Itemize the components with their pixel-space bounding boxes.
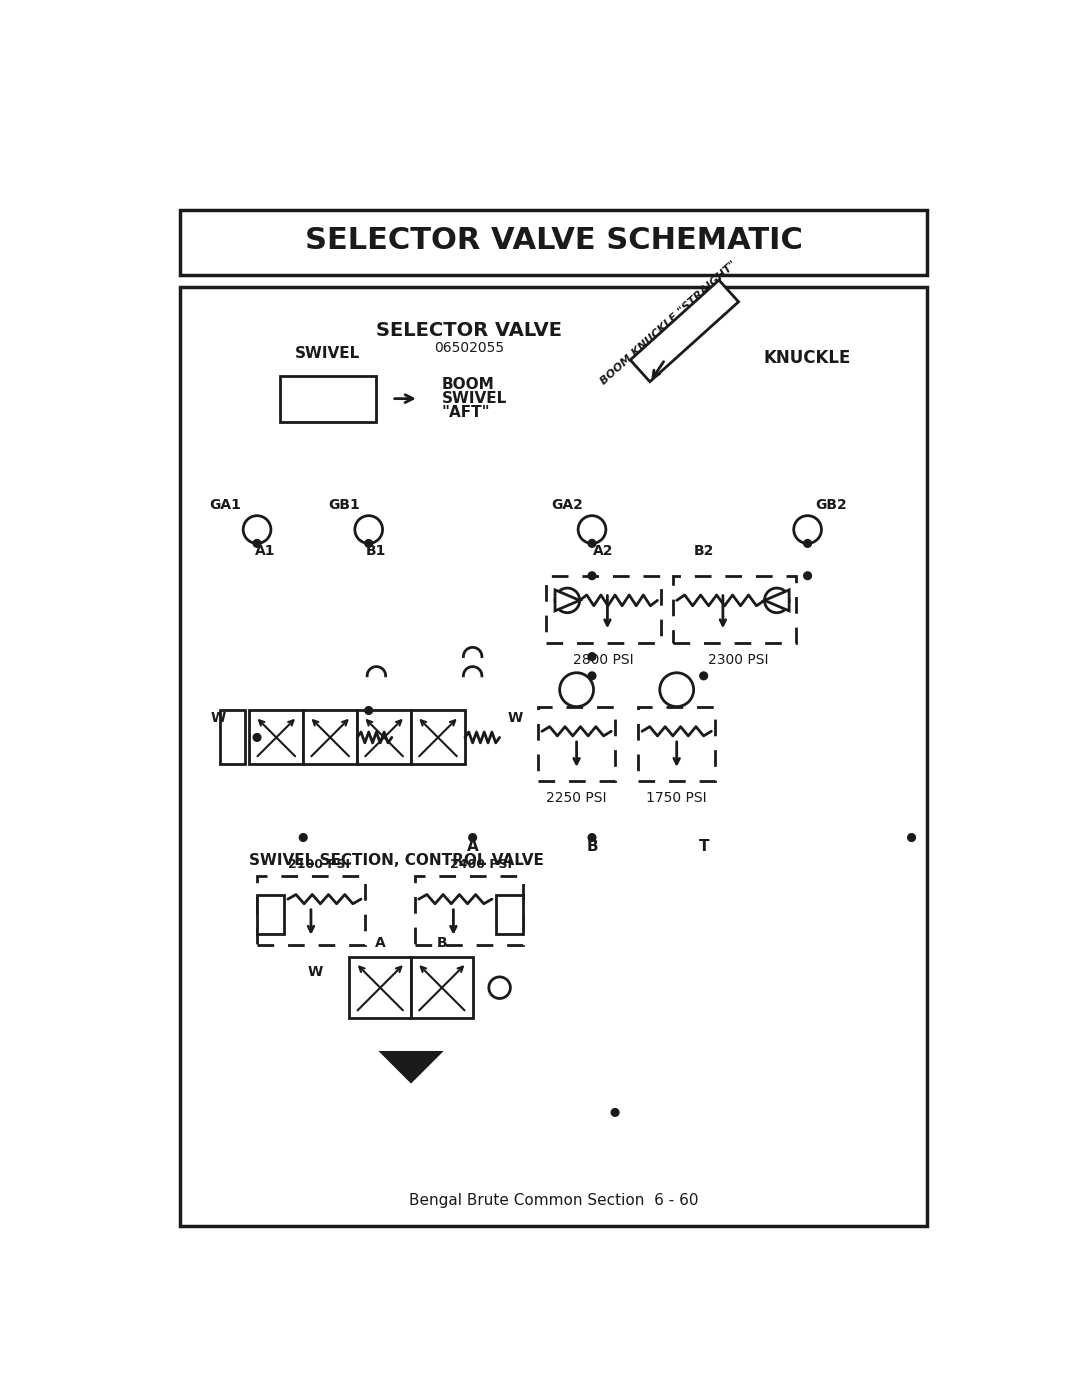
Circle shape [253,539,261,548]
Circle shape [299,834,307,841]
Text: A2: A2 [593,543,613,557]
Circle shape [243,515,271,543]
Text: 1750 PSI: 1750 PSI [647,791,707,805]
Text: 2400 PSI: 2400 PSI [449,858,512,870]
Circle shape [794,515,822,543]
Text: B: B [436,936,447,950]
Bar [350,957,411,1018]
Text: SWIVEL: SWIVEL [295,346,361,362]
Circle shape [589,539,596,548]
Text: A: A [467,840,478,855]
Circle shape [355,515,382,543]
Text: A1: A1 [255,543,275,557]
Text: GA2: GA2 [552,497,583,511]
Bar [180,210,927,275]
Text: W: W [307,965,323,979]
Circle shape [589,672,596,680]
Circle shape [365,539,373,548]
Circle shape [765,588,789,613]
Text: GB2: GB2 [814,497,847,511]
Circle shape [907,834,916,841]
Circle shape [253,733,261,742]
Polygon shape [765,590,789,610]
Bar [257,895,284,933]
Text: SWIVEL: SWIVEL [442,391,508,407]
Circle shape [578,515,606,543]
Text: 2100 PSI: 2100 PSI [288,858,350,870]
Text: 2300 PSI: 2300 PSI [708,652,769,666]
Circle shape [589,571,596,580]
Circle shape [589,834,596,841]
Text: B1: B1 [366,543,387,557]
Bar [249,711,303,764]
Text: 2250 PSI: 2250 PSI [546,791,607,805]
Text: SELECTOR VALVE SCHEMATIC: SELECTOR VALVE SCHEMATIC [305,226,802,256]
Text: B: B [586,840,598,855]
Bar [415,876,523,946]
Bar [180,286,927,1227]
Bar [257,876,365,946]
Text: B2: B2 [693,543,714,557]
Text: "AFT": "AFT" [442,405,490,420]
Circle shape [804,539,811,548]
Text: GB1: GB1 [328,497,360,511]
Circle shape [469,834,476,841]
Text: SWIVEL SECTION, CONTROL VALVE: SWIVEL SECTION, CONTROL VALVE [249,854,544,868]
Circle shape [559,673,594,707]
Circle shape [660,673,693,707]
Circle shape [555,588,580,613]
Text: 2800 PSI: 2800 PSI [573,652,634,666]
Bar [411,711,465,764]
Text: 06502055: 06502055 [434,341,504,355]
Polygon shape [555,590,580,610]
Bar [411,957,473,1018]
Text: A: A [375,936,386,950]
Bar [631,279,739,381]
Bar [496,895,523,933]
Circle shape [700,672,707,680]
Bar [303,711,357,764]
Text: SELECTOR VALVE: SELECTOR VALVE [376,321,562,341]
Circle shape [804,571,811,580]
Circle shape [589,652,596,661]
Text: T: T [699,840,708,855]
Circle shape [365,707,373,714]
Circle shape [611,1109,619,1116]
Text: GA1: GA1 [208,497,241,511]
Bar [545,576,661,643]
Circle shape [489,977,511,999]
Text: BOOM: BOOM [442,377,495,393]
Text: W: W [508,711,523,725]
Text: BOOM KNUCKLE "STRAIGHT": BOOM KNUCKLE "STRAIGHT" [599,258,739,386]
Bar [638,707,715,781]
Bar [538,707,616,781]
Bar [357,711,411,764]
Bar [280,376,377,422]
Bar [673,576,796,643]
Text: Bengal Brute Common Section  6 - 60: Bengal Brute Common Section 6 - 60 [408,1193,699,1208]
Bar [220,711,245,764]
Polygon shape [382,1052,441,1081]
Text: KNUCKLE: KNUCKLE [764,349,851,367]
Text: W: W [211,711,226,725]
